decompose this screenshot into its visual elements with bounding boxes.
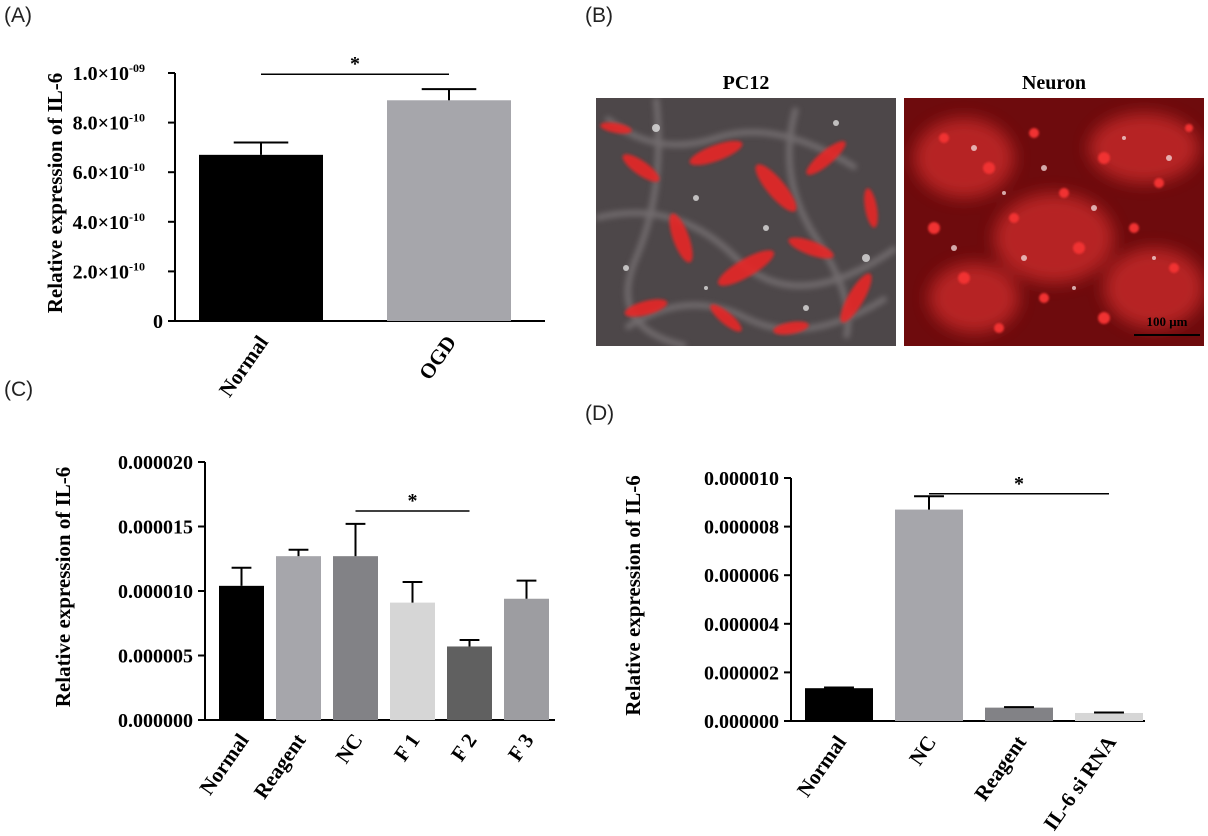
pc12-cells-illustration xyxy=(596,98,896,346)
bar xyxy=(985,707,1053,721)
y-axis-label: Relative expression of IL-6 xyxy=(51,467,75,708)
category-label: OGD xyxy=(414,331,461,384)
y-tick-label: 0.000010 xyxy=(704,468,779,490)
y-tick-label: 0 xyxy=(153,311,163,333)
y-tick-label: 0.000008 xyxy=(704,517,779,539)
y-tick-label: 1.0×10-09 xyxy=(73,61,145,85)
y-tick-label: 4.0×10-10 xyxy=(73,210,145,234)
panel-letter-b: (B) xyxy=(585,4,613,27)
category-label: Reagent xyxy=(969,731,1031,805)
category-label: NC xyxy=(904,731,941,770)
y-tick-label: 0.000002 xyxy=(704,662,779,684)
bar xyxy=(504,598,549,720)
y-tick-label: 0.000006 xyxy=(704,565,779,587)
y-tick-label: 0.000000 xyxy=(704,711,779,733)
y-tick-label: 6.0×10-10 xyxy=(73,160,145,184)
significance-marker: * xyxy=(408,490,418,512)
bar xyxy=(390,602,435,720)
neuron-cells-illustration xyxy=(904,98,1204,346)
category-label: F 3 xyxy=(503,729,539,766)
panel-letter-d: (D) xyxy=(585,402,615,425)
category-label: IL-6 si RNA xyxy=(1039,730,1122,834)
category-label: Normal xyxy=(214,331,273,401)
chart-c: 0.000000 0.000005 0.000010 0.000015 0.000020… xyxy=(51,452,555,803)
bar xyxy=(895,509,963,721)
bar xyxy=(1075,712,1143,721)
y-tick-label: 0.000020 xyxy=(118,452,193,474)
category-label: F 2 xyxy=(446,729,482,766)
bar xyxy=(447,646,492,720)
significance-marker: * xyxy=(1014,473,1024,495)
bar xyxy=(219,585,264,720)
y-tick-label: 0.000010 xyxy=(118,581,193,603)
bar xyxy=(199,154,323,321)
y-tick-label: 0.000005 xyxy=(118,646,193,668)
chart-a: 0 2.0×10-10 4.0×10-10 6.0×10-10 8.0×10-10 1.0… xyxy=(43,53,545,401)
y-tick-label: 8.0×10-10 xyxy=(73,111,145,135)
y-axis-label: Relative expression of IL-6 xyxy=(621,475,645,716)
category-label: Normal xyxy=(792,731,851,801)
scale-bar-label: 100 μm xyxy=(1146,314,1188,329)
y-tick-label: 0.000015 xyxy=(118,517,193,539)
category-label: Reagent xyxy=(249,729,311,803)
bar xyxy=(805,688,873,721)
category-label: F 1 xyxy=(389,729,425,766)
scale-bar-line xyxy=(1134,334,1200,336)
chart-d: 0.000000 0.000002 0.000004 0.000006 0.000008… xyxy=(621,468,1145,835)
micro-title-pc12: PC12 xyxy=(722,72,770,94)
micro-title-neuron: Neuron xyxy=(1021,72,1087,94)
y-axis-label: Relative expression of IL-6 xyxy=(43,73,67,314)
panel-letter-a: (A) xyxy=(4,4,32,27)
y-tick-label: 0.000004 xyxy=(704,614,779,636)
panel-letter-c: (C) xyxy=(4,378,34,401)
bar xyxy=(276,556,321,720)
bar xyxy=(333,556,378,720)
category-label: NC xyxy=(331,729,368,768)
micro-image-neuron: 100 μm xyxy=(904,98,1204,346)
category-label: Normal xyxy=(194,729,253,799)
micro-image-pc12 xyxy=(596,98,896,346)
y-tick-label: 2.0×10-10 xyxy=(73,259,145,283)
significance-marker: * xyxy=(350,53,360,75)
bar xyxy=(387,100,511,321)
y-tick-label: 0.000000 xyxy=(118,710,193,732)
